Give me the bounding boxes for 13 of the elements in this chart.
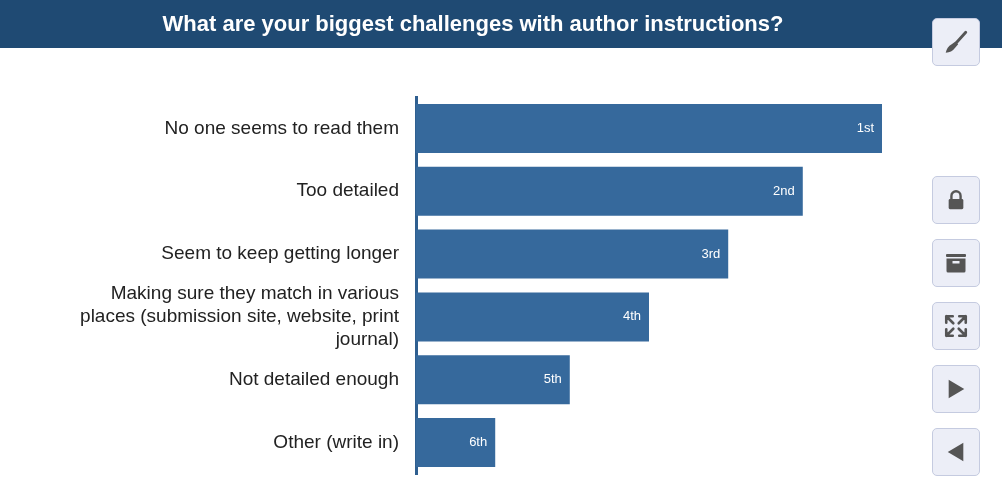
y-tick-label: Making sure they match in various places (submission site, website, print journal) (80, 282, 400, 349)
annotation: 2nd (773, 182, 795, 198)
annotation: 4th (622, 308, 641, 324)
annotation: 6th (469, 434, 488, 450)
annotation: 1st (856, 119, 875, 135)
y-tick-label: Seem to keep getting longer (161, 242, 400, 264)
y-tick-label: Too detailed (296, 179, 399, 201)
chart-title: What are your biggest challenges with author instructions? (161, 10, 785, 38)
y-tick-label: Other (write in) (273, 430, 399, 452)
annotation: 5th (543, 371, 562, 387)
annotation: 3rd (701, 245, 721, 261)
y-tick-label: No one seems to read them (164, 116, 399, 138)
y-tick-label: Not detailed enough (228, 367, 399, 389)
